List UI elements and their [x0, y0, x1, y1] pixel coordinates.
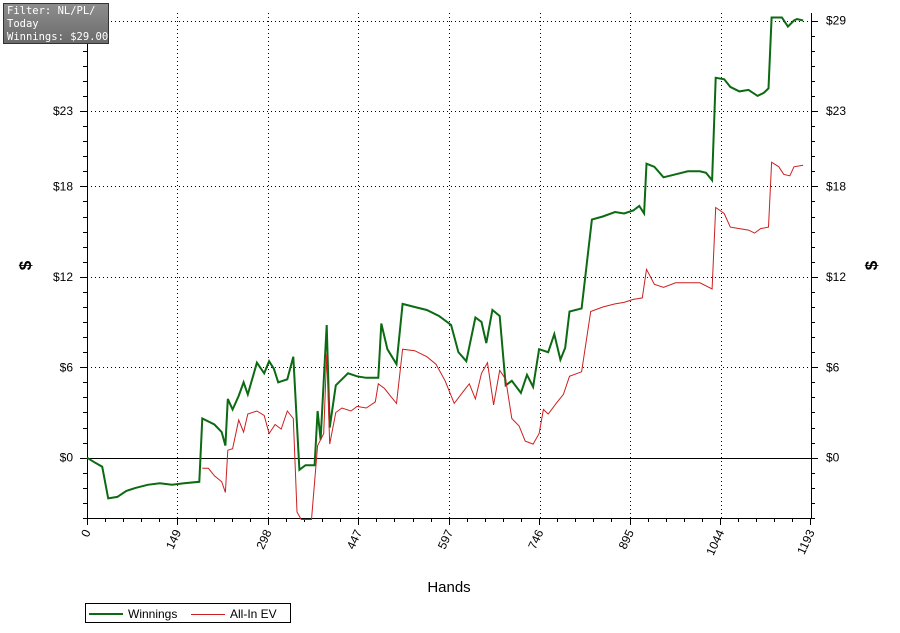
y-tick-label-right: $0 — [826, 451, 840, 465]
series-line-all-in-ev — [202, 161, 804, 520]
winnings-total-line: Winnings: $29.00 — [7, 31, 109, 43]
y-tick-label-right: $23 — [826, 104, 846, 118]
x-axis-title: Hands — [427, 579, 470, 596]
filter-line: Filter: NL/PL/ — [7, 5, 96, 17]
grid-lines — [87, 13, 811, 518]
x-tick-label: 298 — [253, 527, 274, 551]
series-lines — [86, 16, 804, 520]
y-tick-label-left: $0 — [60, 451, 74, 465]
x-tick-label: 447 — [344, 527, 365, 551]
y-tick-label-right: $6 — [826, 360, 840, 374]
series-line-winnings — [86, 16, 804, 500]
y-tick-label-left: $6 — [60, 360, 74, 374]
y-axis-title-left: $ — [16, 260, 35, 270]
y-tick-label-left: $23 — [53, 104, 73, 118]
y-axis-title-right: $ — [862, 260, 881, 270]
x-tick-label: 895 — [616, 527, 637, 551]
legend-swatch-winnings — [89, 613, 123, 615]
chart-legend: Winnings All-In EV — [85, 603, 291, 623]
y-tick-label-right: $18 — [826, 179, 846, 193]
x-tick-label: 597 — [435, 527, 456, 551]
legend-item-winnings: Winnings — [89, 607, 177, 621]
x-tick-label: 1044 — [703, 527, 727, 557]
x-tick-label: 149 — [163, 527, 184, 551]
tick-labels: $0 $6 $12 $18 $23 $0 $6 $12 $18 $23 $29 0 149 298 447 5… — [53, 14, 846, 558]
x-tick-label: 746 — [525, 527, 546, 551]
x-tick-label: 0 — [78, 527, 94, 539]
y-tick-label-right: $29 — [826, 14, 846, 28]
legend-swatch-allin-ev — [191, 613, 225, 615]
filter-period-line: Today — [7, 18, 39, 30]
legend-label-winnings: Winnings — [128, 607, 178, 621]
axes — [80, 13, 818, 525]
y-tick-label-right: $12 — [826, 270, 846, 284]
filter-info-box: Filter: NL/PL/ Today Winnings: $29.00 — [3, 3, 109, 44]
y-tick-label-left: $18 — [53, 179, 73, 193]
x-tick-label: 1193 — [794, 527, 818, 557]
y-tick-label-left: $12 — [53, 270, 73, 284]
legend-label-allin-ev: All-In EV — [230, 607, 277, 621]
legend-item-allin-ev: All-In EV — [191, 607, 277, 621]
